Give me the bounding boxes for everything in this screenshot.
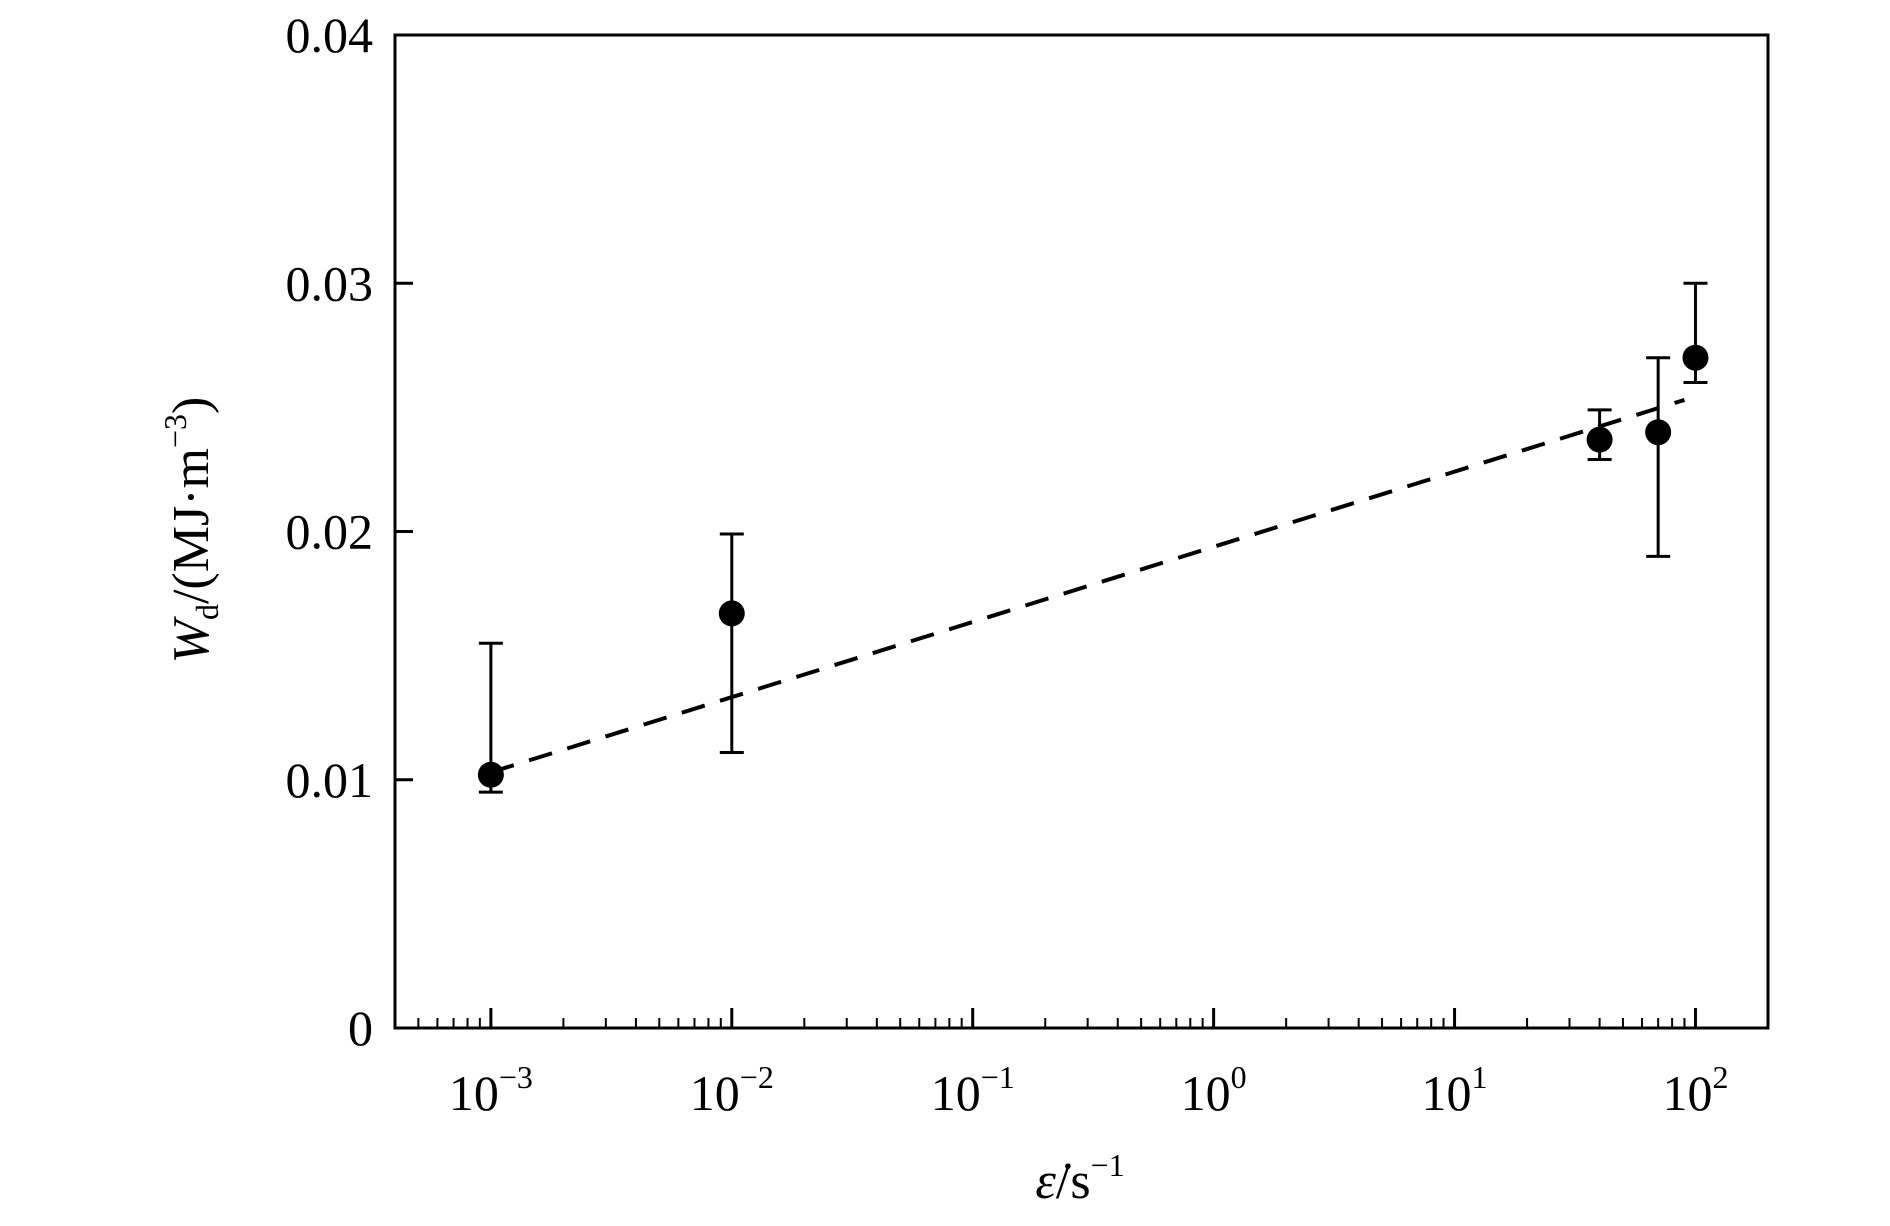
x-tick-label: 102 <box>1662 1059 1728 1121</box>
fit-line-layer <box>490 398 1686 775</box>
x-tick-exponent: 1 <box>1472 1059 1488 1095</box>
x-axis-unit-exponent: −1 <box>1091 1147 1125 1183</box>
x-tick-base: 10 <box>1181 1065 1231 1121</box>
y-tick-label: 0.01 <box>286 752 374 808</box>
y-tick-label: 0.04 <box>286 7 374 63</box>
data-point <box>1682 344 1709 371</box>
data-point-group <box>1682 281 1709 385</box>
x-axis-title: ε̇/s−1 <box>1035 1147 1124 1210</box>
x-tick-exponent: 0 <box>1231 1059 1247 1095</box>
data-point-group <box>1645 356 1672 558</box>
x-tick-exponent: 2 <box>1712 1059 1728 1095</box>
x-tick-label: 100 <box>1181 1059 1247 1121</box>
x-tick-base: 10 <box>931 1065 981 1121</box>
x-tick-exponent: −3 <box>499 1059 533 1095</box>
x-tick-base: 10 <box>1422 1065 1472 1121</box>
plot-frame <box>393 33 1770 1030</box>
data-points-layer <box>477 281 1709 794</box>
y-axis-symbol: W <box>163 615 220 663</box>
x-tick-exponent: −1 <box>981 1059 1015 1095</box>
data-point <box>1645 419 1672 446</box>
x-tick-label: 10−2 <box>690 1059 774 1121</box>
data-point-group <box>1586 408 1613 462</box>
x-tick-label: 10−3 <box>449 1059 533 1121</box>
y-axis-title: Wd/(MJ·m−3) <box>157 397 225 664</box>
y-tick-label: 0.03 <box>286 255 374 311</box>
data-point <box>718 600 745 627</box>
y-tick-label: 0.02 <box>286 504 374 560</box>
data-point-group <box>477 641 504 794</box>
data-point <box>1586 426 1613 453</box>
y-tick-label: 0 <box>348 1000 373 1056</box>
y-axis-unit: /(MJ·m <box>163 448 220 604</box>
x-tick-base: 10 <box>1662 1065 1712 1121</box>
axes-layer <box>393 33 1770 1030</box>
x-tick-label: 10−1 <box>931 1059 1015 1121</box>
x-tick-base: 10 <box>690 1065 740 1121</box>
y-axis-unit-exponent: −3 <box>157 414 193 448</box>
x-tick-exponent: −2 <box>740 1059 774 1095</box>
fit-line <box>490 398 1686 775</box>
x-tick-label: 101 <box>1422 1059 1488 1121</box>
data-point <box>477 761 504 788</box>
x-tick-base: 10 <box>449 1065 499 1121</box>
x-axis-unit: /s <box>1056 1153 1091 1210</box>
y-axis-close: ) <box>163 397 220 414</box>
data-point-group <box>718 532 745 754</box>
y-axis-subscript: d <box>189 604 225 620</box>
